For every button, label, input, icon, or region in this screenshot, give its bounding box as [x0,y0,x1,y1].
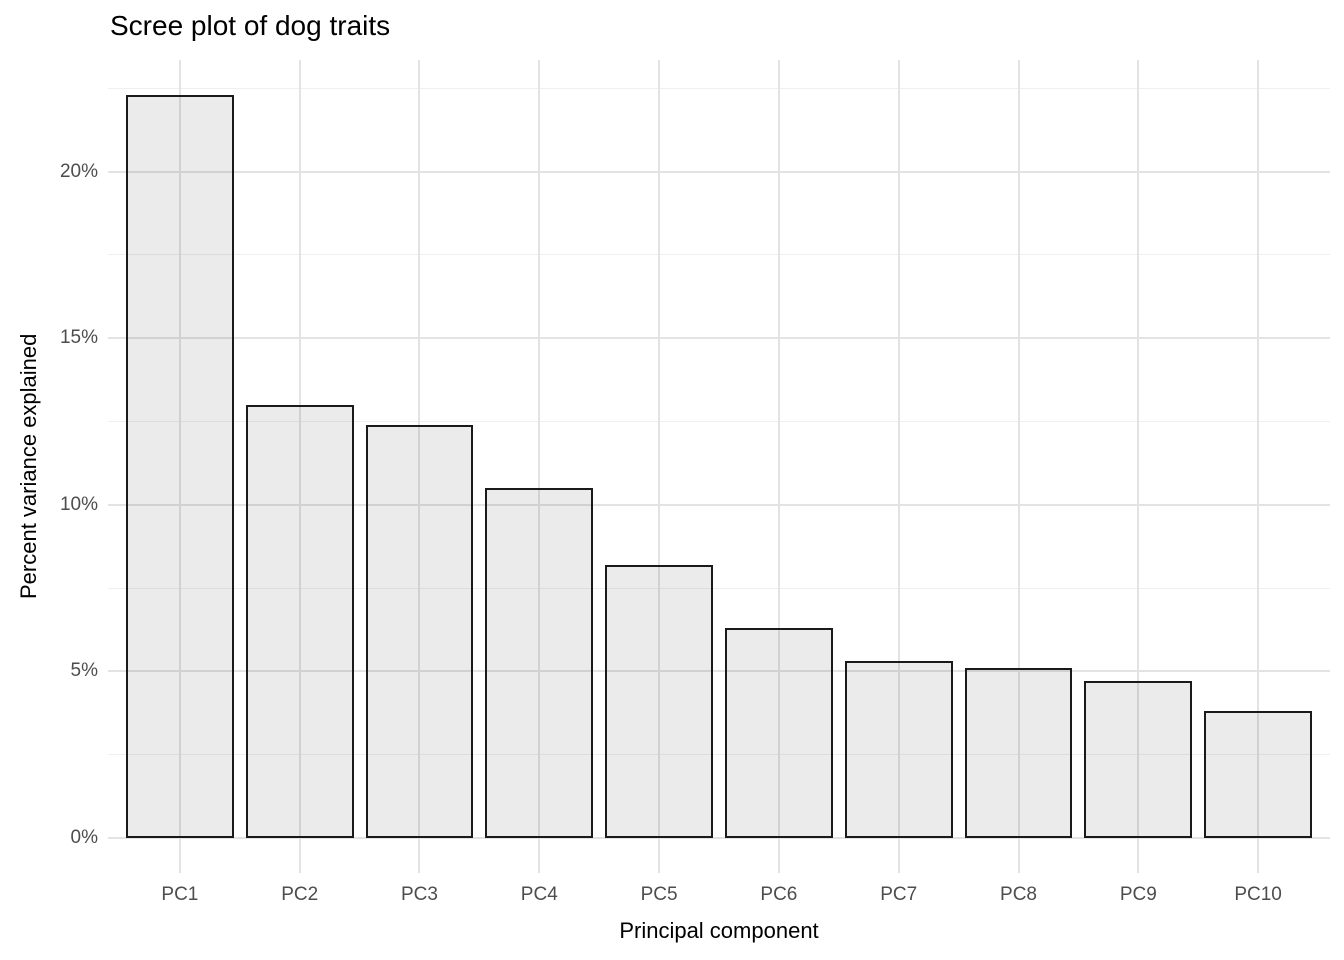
bar-pc4 [485,488,594,838]
bar-pc7 [844,661,953,838]
gridline-x-major [777,60,780,873]
y-tick-label-15: 15% [59,327,98,349]
gridline-x-major [1017,60,1020,873]
x-tick-label-pc4: PC4 [520,884,558,905]
gridline-x-major [897,60,900,873]
y-tick-label-10: 10% [59,493,98,515]
bar-pc5 [605,564,713,838]
bar-pc9 [1084,681,1193,838]
plot-title: Scree plot of dog traits [110,10,391,41]
bar-pc8 [964,668,1073,838]
plot-panel [108,60,1330,873]
x-tick-label-pc5: PC5 [640,884,678,905]
gridline-x-major [298,60,301,873]
gridline-y-minor [108,87,1330,89]
gridline-y-major [108,503,1330,506]
gridline-y-minor [108,421,1330,423]
gridline-x-major [658,60,661,873]
x-axis-title: Principal component [619,918,819,943]
x-tick-label-pc8: PC8 [1000,884,1037,905]
x-tick-label-pc9: PC9 [1119,884,1157,905]
x-tick-label-pc1: PC1 [161,884,199,905]
gridline-x-major [538,60,541,873]
gridline-y-major [108,170,1330,173]
y-tick-label-5: 5% [70,660,98,682]
bar-pc6 [724,628,833,838]
gridline-y-major [108,670,1330,673]
y-tick-label-0: 0% [70,827,98,848]
gridline-x-major [1257,60,1260,873]
x-tick-label-pc7: PC7 [880,884,918,905]
gridline-y-major [108,837,1330,839]
x-tick-label-pc10: PC10 [1234,884,1282,905]
x-tick-label-pc3: PC3 [401,884,438,905]
gridline-y-minor [108,254,1330,256]
gridline-x-major [1137,60,1140,873]
gridline-x-major [178,60,181,873]
gridline-x-major [418,60,421,873]
y-tick-label-20: 20% [59,160,98,182]
x-tick-label-pc6: PC6 [760,884,798,905]
gridline-y-major [108,337,1330,340]
bar-pc10 [1204,711,1313,838]
bar-pc2 [245,404,354,838]
gridline-y-minor [108,754,1330,756]
bar-pc3 [365,424,474,838]
bar-pc1 [125,94,234,838]
x-tick-label-pc2: PC2 [281,884,319,905]
gridline-y-minor [108,587,1330,589]
